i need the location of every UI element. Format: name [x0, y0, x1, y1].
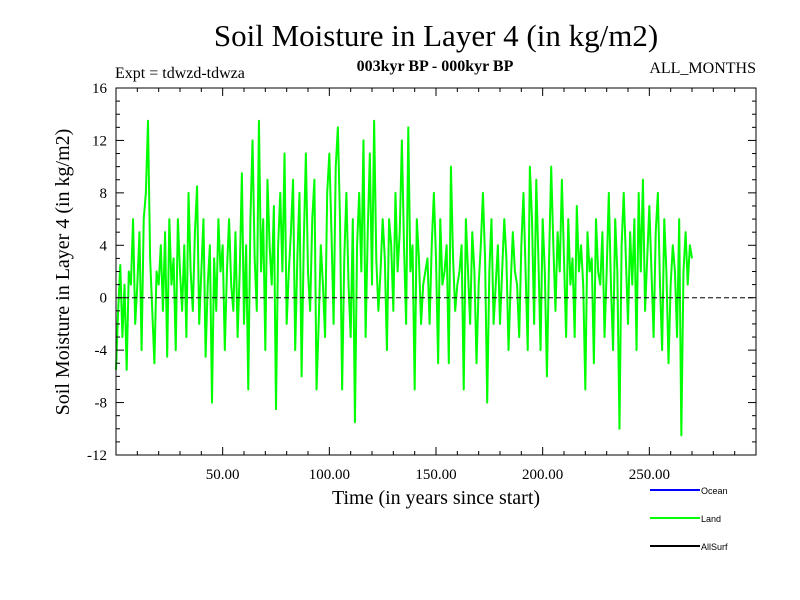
y-tick-label: 8: [100, 186, 108, 202]
y-tick-label: -4: [95, 343, 108, 359]
x-tick-label: 100.00: [309, 467, 350, 483]
legend-label-land: Land: [701, 514, 721, 524]
series-line-land: [115, 119, 693, 437]
x-tick-label: 250.00: [629, 467, 670, 483]
experiment-label: Expt = tdwzd-tdwza: [115, 65, 245, 82]
x-tick-label: 50.00: [206, 467, 240, 483]
legend: Ocean Land AllSurf: [650, 486, 728, 552]
months-label: ALL_MONTHS: [649, 60, 756, 77]
legend-label-ocean: Ocean: [701, 486, 728, 496]
plot-area: 16 12 8 4 0 -4 -8 -12 50.00 100.00 150.00 200.00 250…: [87, 81, 757, 483]
y-tick-label: -8: [95, 396, 108, 412]
y-tick-label: 0: [100, 291, 108, 307]
x-tick-label: 200.00: [522, 467, 563, 483]
y-tick-label: -12: [87, 448, 107, 464]
y-tick-label: 16: [92, 81, 108, 97]
x-tick-label: 150.00: [415, 467, 456, 483]
legend-label-allsurf: AllSurf: [701, 542, 728, 552]
y-axis-label: Soil Moisture in Layer 4 (in kg/m2): [52, 129, 74, 416]
period-label: 003kyr BP - 000kyr BP: [357, 58, 514, 75]
y-tick-label: 4: [100, 238, 108, 254]
chart-title: Soil Moisture in Layer 4 (in kg/m2): [214, 18, 658, 53]
y-tick-label: 12: [92, 133, 107, 149]
x-axis-label: Time (in years since start): [332, 487, 540, 509]
